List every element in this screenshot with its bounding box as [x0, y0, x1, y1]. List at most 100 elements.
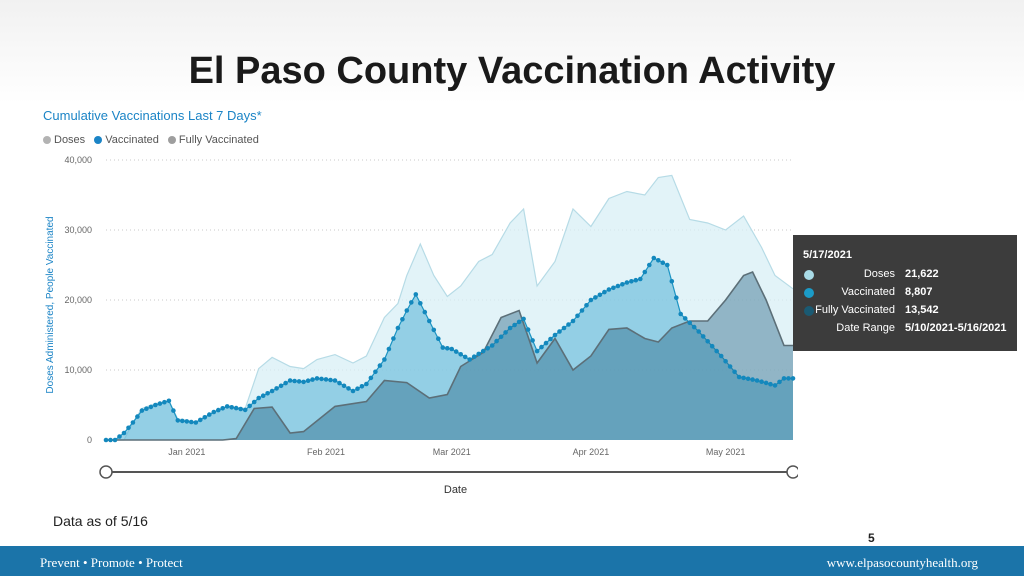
- data-point-vaccinated: [723, 359, 728, 364]
- data-point-vaccinated: [368, 375, 374, 381]
- tooltip-value: 8,807: [905, 286, 933, 298]
- data-point-vaccinated: [242, 407, 248, 413]
- data-point-vaccinated: [768, 381, 773, 387]
- data-point-vaccinated: [274, 386, 279, 391]
- data-point-vaccinated: [629, 279, 634, 284]
- data-point-vaccinated: [611, 285, 616, 291]
- data-point-vaccinated: [260, 393, 266, 399]
- data-point-vaccinated: [184, 419, 190, 424]
- data-point-vaccinated: [198, 417, 203, 423]
- data-point-vaccinated: [157, 401, 163, 406]
- data-point-vaccinated: [108, 437, 113, 443]
- data-point-vaccinated: [301, 379, 306, 385]
- data-point-vaccinated: [189, 419, 194, 425]
- data-point-vaccinated: [557, 329, 562, 334]
- data-point-vaccinated: [103, 437, 109, 443]
- data-point-vaccinated: [202, 415, 208, 420]
- data-point-vaccinated: [602, 289, 607, 295]
- data-point-vaccinated: [638, 276, 643, 282]
- data-point-vaccinated: [382, 357, 387, 362]
- data-point-vaccinated: [292, 378, 297, 384]
- data-point-vaccinated: [467, 357, 473, 362]
- data-point-vaccinated: [543, 340, 549, 346]
- data-point-vaccinated: [480, 348, 486, 354]
- tooltip-label: Date Range: [836, 322, 895, 334]
- data-point-vaccinated: [705, 339, 710, 344]
- data-point-vaccinated: [606, 287, 612, 292]
- legend-item-vaccinated[interactable]: Vaccinated: [94, 134, 159, 146]
- data-point-vaccinated: [211, 409, 217, 415]
- data-point-vaccinated: [162, 399, 167, 405]
- data-point-vaccinated: [229, 405, 234, 410]
- data-point-vaccinated: [413, 292, 419, 297]
- data-point-vaccinated: [355, 386, 360, 392]
- y-tick-label: 10,000: [64, 365, 92, 375]
- data-point-vaccinated: [395, 325, 401, 331]
- data-point-vaccinated: [207, 412, 212, 417]
- range-handle-end-icon[interactable]: [786, 465, 798, 479]
- tooltip-dot-icon: [804, 270, 814, 280]
- data-point-vaccinated: [790, 376, 796, 381]
- data-point-vaccinated: [287, 378, 293, 383]
- chart-panel: Cumulative Vaccinations Last 7 Days* Dos…: [38, 102, 798, 496]
- data-point-vaccinated: [359, 384, 365, 389]
- x-tick-label: Feb 2021: [307, 447, 345, 457]
- data-point-vaccinated: [588, 297, 594, 303]
- data-point-vaccinated: [278, 383, 284, 389]
- area-chart[interactable]: 0 10,000 20,000 30,000 40,000 Jan 2021 Feb 202…: [38, 102, 798, 496]
- tooltip-dot-icon: [804, 288, 814, 298]
- tooltip-label: Fully Vaccinated: [815, 304, 895, 316]
- data-point-vaccinated: [530, 338, 535, 343]
- data-point-vaccinated: [691, 324, 697, 330]
- data-point-vaccinated: [404, 308, 410, 313]
- data-point-vaccinated: [647, 262, 652, 268]
- data-point-vaccinated: [736, 374, 742, 380]
- data-point-vaccinated: [332, 378, 338, 383]
- tooltip-date: 5/17/2021: [803, 249, 852, 261]
- footer-tagline: Prevent • Promote • Protect: [40, 555, 183, 570]
- data-point-vaccinated: [180, 418, 185, 424]
- data-point-vaccinated: [449, 346, 455, 352]
- data-point-vaccinated: [305, 378, 311, 384]
- data-note: Data as of 5/16: [53, 513, 148, 529]
- data-point-vaccinated: [175, 418, 181, 423]
- data-point-vaccinated: [328, 377, 333, 383]
- data-point-vaccinated: [409, 300, 414, 305]
- data-point-vaccinated: [584, 303, 589, 308]
- data-point-vaccinated: [377, 363, 383, 368]
- data-point-vaccinated: [781, 376, 787, 381]
- data-point-vaccinated: [687, 320, 692, 326]
- data-point-vaccinated: [346, 386, 351, 391]
- data-point-vaccinated: [575, 313, 580, 319]
- footer-website[interactable]: www.elpasocountyhealth.org: [826, 555, 978, 570]
- data-point-vaccinated: [391, 336, 396, 341]
- data-point-vaccinated: [386, 346, 392, 352]
- legend-item-doses[interactable]: Doses: [43, 134, 85, 146]
- data-point-vaccinated: [296, 379, 302, 384]
- data-point-vaccinated: [193, 420, 199, 425]
- data-point-vaccinated: [216, 407, 221, 413]
- legend-item-fully-vaccinated[interactable]: Fully Vaccinated: [167, 134, 259, 146]
- x-tick-label: Jan 2021: [168, 447, 205, 457]
- data-point-vaccinated: [171, 408, 176, 413]
- data-point-vaccinated: [678, 311, 683, 317]
- data-point-vaccinated: [597, 292, 603, 298]
- data-point-vaccinated: [674, 295, 679, 300]
- tooltip-dot-icon: [804, 306, 814, 316]
- chart-legend: Doses Vaccinated Fully Vaccinated: [43, 134, 265, 146]
- range-handle-start-icon[interactable]: [99, 465, 113, 479]
- data-point-vaccinated: [494, 338, 499, 344]
- data-point-vaccinated: [445, 346, 450, 351]
- data-point-vaccinated: [256, 395, 261, 401]
- legend-label: Vaccinated: [105, 134, 159, 146]
- legend-label: Doses: [54, 134, 86, 146]
- data-point-vaccinated: [471, 354, 477, 359]
- data-point-vaccinated: [498, 334, 504, 340]
- data-point-vaccinated: [489, 343, 495, 348]
- data-point-vaccinated: [525, 327, 531, 332]
- y-tick-label: 30,000: [64, 225, 92, 235]
- data-point-vaccinated: [319, 376, 324, 382]
- data-point-vaccinated: [126, 425, 131, 431]
- data-point-vaccinated: [696, 329, 701, 334]
- data-point-vaccinated: [121, 430, 127, 436]
